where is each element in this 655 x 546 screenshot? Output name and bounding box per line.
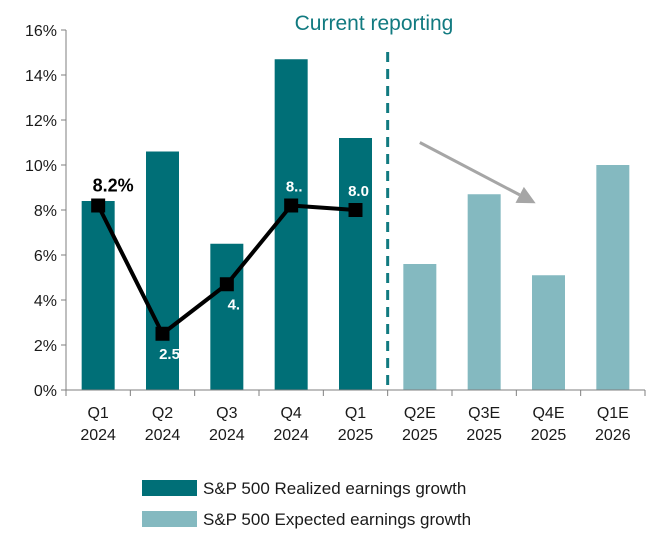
legend: S&P 500 Realized earnings growth S&P 500 … (142, 479, 471, 529)
x-tick-label: 2024 (80, 427, 116, 444)
x-tick-label: 2026 (595, 427, 631, 444)
line-marker (348, 203, 363, 217)
x-tick-label: 2024 (209, 427, 245, 444)
trend-arrow (419, 141, 536, 204)
x-tick-label: 2024 (145, 427, 181, 444)
data-label: 8.0 (348, 183, 369, 200)
line-marker (219, 277, 234, 292)
bars (81, 59, 630, 390)
x-tick-label: 2025 (338, 427, 374, 444)
x-tick-label: 2024 (273, 427, 309, 444)
x-tick-label: Q2E (404, 405, 436, 422)
x-axis: Q1 2024 Q2 2024 Q3 2024 Q4 2024 Q1 2025 Q2E 2025 Q3E… (65, 389, 646, 444)
bar (403, 264, 437, 390)
y-tick-label: 2% (34, 338, 57, 355)
y-tick-label: 8% (34, 203, 57, 220)
y-tick-label: 10% (25, 158, 57, 175)
bar (467, 194, 501, 390)
x-tick-label: Q3E (468, 405, 500, 422)
data-label: 8.2% (93, 176, 134, 196)
arrow-shaft (419, 141, 521, 197)
x-tick-label: 2025 (402, 427, 438, 444)
y-tick-label: 6% (34, 248, 57, 265)
current-reporting-annotation: Current reporting (295, 12, 454, 35)
x-tick-label: Q4E (532, 405, 564, 422)
legend-swatch (142, 480, 197, 496)
x-tick-label: Q1 (87, 405, 108, 422)
x-tick-label: 2025 (466, 427, 502, 444)
x-tick-label: Q4 (280, 405, 301, 422)
x-tick-label: Q1 (345, 405, 366, 422)
arrow-head (515, 186, 536, 204)
y-axis: 0% 2% 4% 6% 8% 10% 12% 14% 16% (25, 23, 67, 400)
x-tick-label: 2025 (531, 427, 567, 444)
x-tick-label: Q2 (152, 405, 173, 422)
legend-swatch (142, 511, 197, 527)
bar (339, 138, 372, 390)
bar (81, 201, 115, 390)
data-label: 2.5 (159, 346, 180, 363)
y-tick-label: 14% (25, 68, 57, 85)
legend-label: S&P 500 Realized earnings growth (203, 479, 466, 498)
line-marker (284, 198, 299, 213)
y-tick-label: 12% (25, 113, 57, 130)
bar (596, 165, 630, 390)
data-label: 8.. (286, 179, 303, 196)
line-marker (155, 326, 170, 341)
x-tick-label: Q1E (597, 405, 629, 422)
bar (210, 243, 244, 390)
x-tick-label: Q3 (216, 405, 237, 422)
y-tick-label: 0% (34, 383, 57, 400)
y-tick-label: 16% (25, 23, 57, 40)
y-tick-label: 4% (34, 293, 57, 310)
legend-label: S&P 500 Expected earnings growth (203, 510, 471, 529)
bar (274, 59, 308, 390)
growth-line: 8.2% 2.5 4. 8.. 8.0 (91, 176, 369, 363)
data-label: 4. (228, 296, 241, 313)
bar (532, 275, 565, 390)
line-marker (91, 198, 106, 213)
bar (146, 151, 179, 390)
